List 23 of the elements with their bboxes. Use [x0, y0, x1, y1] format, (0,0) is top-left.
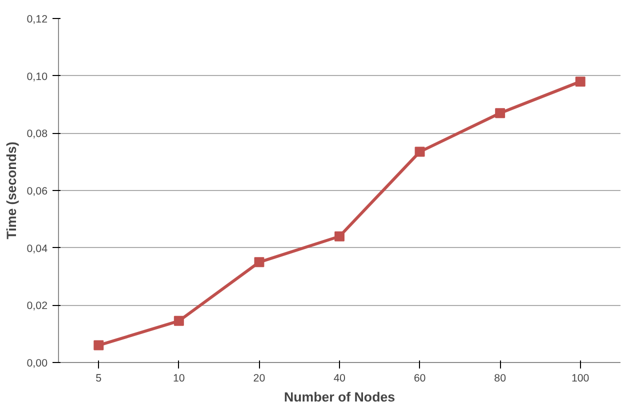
point	[94, 340, 104, 350]
point	[334, 231, 344, 242]
x-tick-label: 5	[96, 372, 102, 384]
x-tick-label: 60	[414, 372, 426, 384]
point	[495, 108, 506, 118]
point	[414, 146, 425, 157]
y-tick-label: 0,00	[26, 358, 48, 370]
x-tick-label: 20	[253, 372, 266, 384]
y-tick-label: 0,12	[26, 14, 48, 26]
y-tick-label: 0,04	[26, 242, 48, 255]
point	[254, 257, 264, 268]
y-tick-label: 0,08	[26, 128, 48, 140]
point	[575, 76, 586, 87]
y-tick-label: 0,10	[26, 70, 48, 83]
x-tick-label: 40	[334, 372, 346, 384]
point	[174, 316, 184, 326]
x-axis-title: Number of Nodes	[284, 390, 396, 404]
y-axis-title: Time (seconds)	[4, 142, 19, 240]
x-tick-label: 80	[494, 372, 506, 384]
y-tick-label: 0,02	[26, 300, 48, 312]
x-tick-label: 100	[571, 372, 590, 384]
y-tick-label: 0,06	[26, 186, 48, 198]
x-tick-label: 10	[173, 372, 185, 384]
